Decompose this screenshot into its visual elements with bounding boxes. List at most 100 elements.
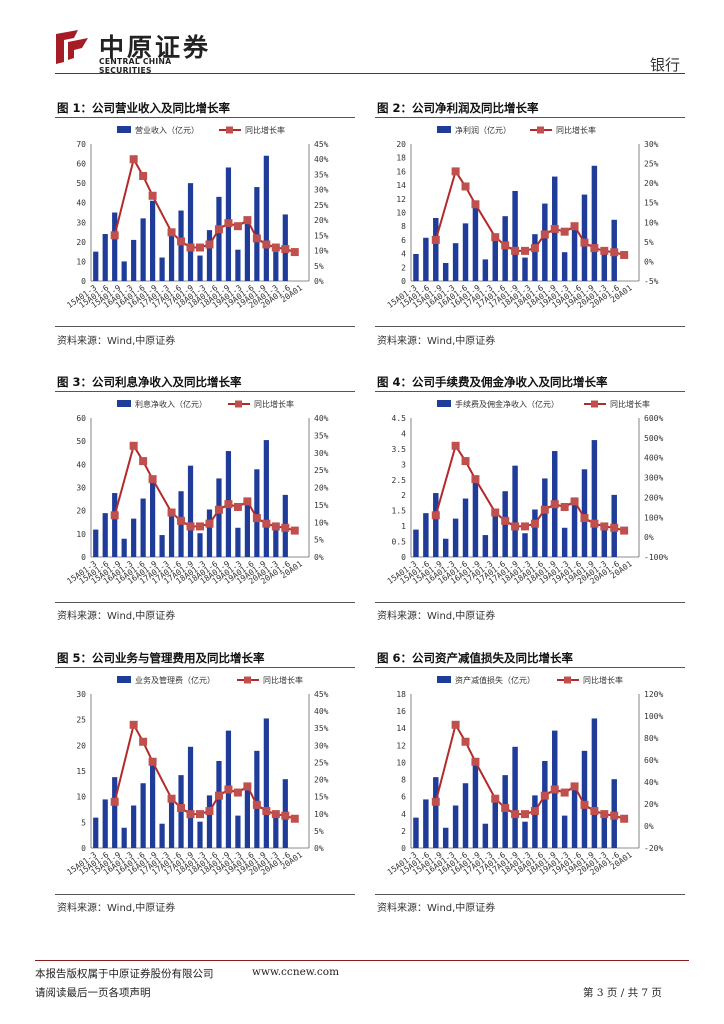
growth-marker [451,167,460,176]
left-tick-label: 50 [76,437,86,446]
bar [591,440,598,557]
growth-marker [530,519,539,528]
figure-6-bottom-rule [375,894,685,895]
bar [571,500,578,557]
bar [178,210,184,281]
figure-3-top-rule [55,391,355,392]
right-tick-label: 100% [644,712,663,721]
figure-2-source: 资料来源：Wind,中原证券 [377,336,496,347]
growth-marker [511,522,520,531]
figure-5-bottom-rule [55,894,355,895]
bar [140,498,146,557]
growth-marker [167,794,176,803]
bar [168,801,175,848]
right-tick-label: 40% [314,155,329,164]
figure-4-top-rule [375,391,685,392]
bar [187,746,194,848]
left-tick-label: 0.5 [392,538,407,547]
left-tick-label: 3 [401,460,406,469]
left-tick-label: 12 [396,195,406,204]
bar [433,493,439,557]
legend-bar-swatch [437,676,451,683]
legend-bar-swatch [117,400,131,407]
left-tick-label: 4.5 [392,414,407,423]
growth-marker [590,807,599,816]
right-tick-label: 500% [644,434,663,443]
bar [591,165,598,281]
bar [433,217,439,281]
bar [462,223,469,281]
growth-marker [431,511,440,520]
bar [150,482,156,557]
bar [472,482,479,557]
legend-marker-swatch [591,400,598,408]
right-tick-label: 15% [314,501,329,510]
right-tick-label: 45% [314,140,329,149]
right-tick-label: 0% [644,533,654,542]
right-tick-label: 5% [314,536,324,545]
growth-marker [196,243,204,252]
growth-marker [139,171,148,180]
bar [492,801,498,848]
left-tick-label: 30 [76,690,86,699]
bar [263,718,269,848]
growth-marker [233,222,242,231]
growth-marker [610,523,619,532]
left-tick-label: 1 [401,522,406,531]
right-tick-label: 5% [644,238,654,247]
bar [452,805,459,848]
right-tick-label: 40% [314,414,329,423]
figure-6-source: 资料来源：Wind,中原证券 [377,903,496,914]
growth-marker [431,797,440,806]
bar [244,785,250,848]
bar [462,783,469,848]
growth-marker [521,246,529,255]
growth-marker [148,475,157,484]
footer-website: www.ccnew.com [252,966,340,978]
legend-marker-swatch [244,676,251,684]
left-tick-label: 2 [401,491,406,500]
bar [121,538,127,557]
figure-2-top-rule [375,117,685,118]
bar [532,234,538,281]
growth-marker [580,238,589,247]
legend-label-bars: 净利润（亿元） [455,125,511,135]
growth-marker [610,811,619,820]
bar [561,815,568,848]
growth-marker [550,224,559,233]
growth-marker [550,785,559,794]
bar [601,253,608,281]
growth-marker [110,511,119,520]
bar [206,795,213,848]
legend-marker-swatch [226,126,233,134]
growth-marker [560,788,569,797]
bar [482,535,489,557]
growth-marker [600,246,609,255]
right-tick-label: 30% [314,449,329,458]
figure-5-chart: 业务及管理费（亿元） 同比增长率 30 25 20 15 10 5 0 45% 40% 35% 30% 2… [65,675,329,877]
growth-marker [177,803,186,812]
bar [413,817,419,848]
bar [112,493,118,557]
right-tick-label: 20% [314,216,329,225]
bar [131,239,137,281]
legend-marker-swatch [564,676,571,684]
right-tick-label: 10% [314,810,329,819]
growth-marker [451,720,460,729]
growth-marker [590,519,599,528]
growth-marker [243,497,252,506]
right-tick-label: 25% [314,201,329,210]
bar [423,799,429,848]
bar [150,200,156,281]
figure-1-chart: 营业收入（亿元） 同比增长率 70 60 50 40 30 20 10 0 45% 40% 35% 30%… [65,125,329,310]
growth-marker [491,508,500,517]
left-tick-label: 6 [401,236,406,245]
left-tick-label: 10 [76,793,86,802]
left-tick-label: 4 [401,429,406,438]
bar [482,259,489,281]
growth-marker [167,228,176,237]
bar [512,190,518,281]
growth-marker [167,508,176,517]
right-tick-label: 5% [314,827,324,836]
growth-marker [243,782,252,791]
